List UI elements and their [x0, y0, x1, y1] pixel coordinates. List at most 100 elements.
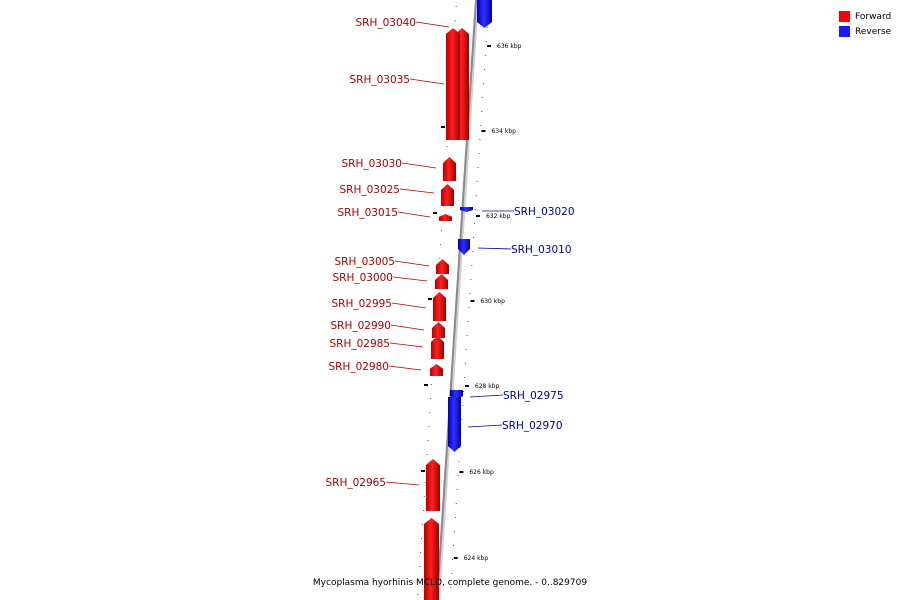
scale-dot-right — [467, 321, 469, 322]
gene-leader-line — [415, 21, 450, 28]
scale-dot-right — [473, 223, 475, 224]
gene-arrow — [426, 459, 440, 511]
gene-srh_02970[interactable]: SRH_02970 — [448, 397, 563, 452]
scale-dot-right — [473, 237, 475, 238]
gene-unlabeled-16[interactable] — [424, 518, 439, 600]
scale-dot-left — [446, 146, 448, 147]
gene-arrow — [432, 322, 445, 338]
scale-dot-right — [486, 27, 488, 28]
scale-dot-left — [440, 244, 442, 245]
scale-dot-left — [423, 496, 425, 497]
gene-arrow — [433, 292, 446, 321]
gene-leader-line — [388, 365, 422, 371]
gene-srh_02965[interactable]: SRH_02965 — [325, 459, 440, 511]
scale-dot-right — [463, 377, 465, 378]
gene-label: SRH_02965 — [325, 477, 386, 489]
gene-label: SRH_03010 — [511, 244, 572, 256]
scale-dot-right — [451, 573, 453, 574]
scale-dot-right — [468, 307, 470, 308]
scale-dot-right — [464, 363, 466, 364]
gene-srh_02980[interactable]: SRH_02980 — [328, 361, 443, 376]
scale-dot-right — [483, 83, 485, 84]
kbp-tick-label: 632 kbp — [486, 213, 511, 220]
gene-arrow — [477, 0, 492, 28]
gene-arrow — [460, 207, 473, 212]
gene-srh_03015[interactable]: SRH_03015 — [337, 207, 452, 221]
minor-tick-mark — [433, 212, 437, 214]
scale-dot-left — [418, 580, 420, 581]
minor-tick-mark — [428, 298, 432, 300]
scale-dot-right — [482, 97, 484, 98]
gene-srh_02990[interactable]: SRH_02990 — [330, 320, 445, 338]
scale-dot-right — [459, 447, 461, 448]
kbp-tick-label: 636 kbp — [497, 43, 522, 50]
scale-dot-left — [422, 510, 424, 511]
gene-unlabeled-17[interactable] — [477, 0, 492, 28]
kbp-tick-mark — [481, 130, 486, 132]
gene-srh_03025[interactable]: SRH_03025 — [339, 184, 454, 206]
scale-dot-right — [457, 475, 459, 476]
scale-dot-right — [475, 195, 477, 196]
minor-tick-mark — [441, 126, 445, 128]
gene-label: SRH_03040 — [355, 17, 416, 29]
scale-dot-right — [452, 559, 454, 560]
gene-srh_03020[interactable]: SRH_03020 — [460, 206, 575, 218]
kbp-tick-mark — [475, 215, 480, 217]
scale-dot-right — [453, 545, 455, 546]
scale-dot-left — [429, 412, 431, 413]
gene-leader-line — [399, 188, 435, 194]
gene-arrow — [443, 157, 456, 181]
gene-srh_03005[interactable]: SRH_03005 — [334, 256, 449, 274]
gene-leader-line — [392, 276, 428, 282]
scale-dot-right — [476, 181, 478, 182]
kbp-tick-label: 630 kbp — [480, 298, 505, 305]
gene-srh_02995[interactable]: SRH_02995 — [331, 292, 446, 321]
scale-dot-right — [461, 419, 463, 420]
scale-dot-right — [479, 139, 481, 140]
gene-features: SRH_03040 SRH_03035 SRH_03030 SRH_03025 SRH_… — [325, 0, 575, 600]
gene-leader-line — [389, 342, 424, 348]
scale-dot-right — [474, 209, 476, 210]
scale-dot-left — [455, 6, 457, 7]
gene-label: SRH_03035 — [349, 74, 410, 86]
gene-arrow — [424, 518, 439, 600]
scale-dot-left — [431, 384, 433, 385]
kbp-tick-label: 628 kbp — [475, 383, 500, 390]
gene-srh_03000[interactable]: SRH_03000 — [332, 272, 448, 289]
scale-dot-left — [454, 20, 456, 21]
gene-leader-line — [394, 260, 430, 267]
scale-dot-left — [427, 440, 429, 441]
scale-dot-right — [471, 265, 473, 266]
minor-tick-mark — [424, 384, 428, 386]
scale-dot-right — [481, 111, 483, 112]
gene-arrow — [441, 184, 454, 206]
scale-dot-right — [477, 167, 479, 168]
scale-dot-right — [480, 125, 482, 126]
scale-dot-right — [454, 517, 456, 518]
gene-leader-line — [477, 247, 512, 250]
gene-leader-line — [391, 302, 427, 309]
scale-dot-right — [458, 461, 460, 462]
scale-dot-left — [430, 398, 432, 399]
gene-srh_03010[interactable]: SRH_03010 — [458, 239, 572, 256]
gene-srh_02985[interactable]: SRH_02985 — [329, 336, 444, 359]
scale-dot-right — [470, 279, 472, 280]
genome-caption: Mycoplasma hyorhinis MCLD, complete geno… — [312, 578, 588, 588]
scale-dot-left — [441, 230, 443, 231]
kbp-tick-mark — [464, 385, 469, 387]
gene-srh_03030[interactable]: SRH_03030 — [341, 157, 456, 181]
gene-label: SRH_03030 — [341, 158, 402, 170]
scale-dot-left — [439, 258, 441, 259]
gene-arrow — [436, 259, 449, 274]
gene-srh_02975[interactable]: SRH_02975 — [450, 390, 564, 402]
scale-dot-right — [472, 251, 474, 252]
kbp-tick-mark — [453, 557, 458, 559]
scale-dot-left — [428, 426, 430, 427]
gene-srh_03035[interactable]: SRH_03035 — [349, 28, 460, 140]
gene-label: SRH_02970 — [502, 420, 563, 432]
scale-dot-right — [453, 531, 455, 532]
gene-leader-line — [469, 394, 504, 398]
scale-dot-left — [417, 594, 419, 595]
gene-arrow — [439, 214, 452, 221]
